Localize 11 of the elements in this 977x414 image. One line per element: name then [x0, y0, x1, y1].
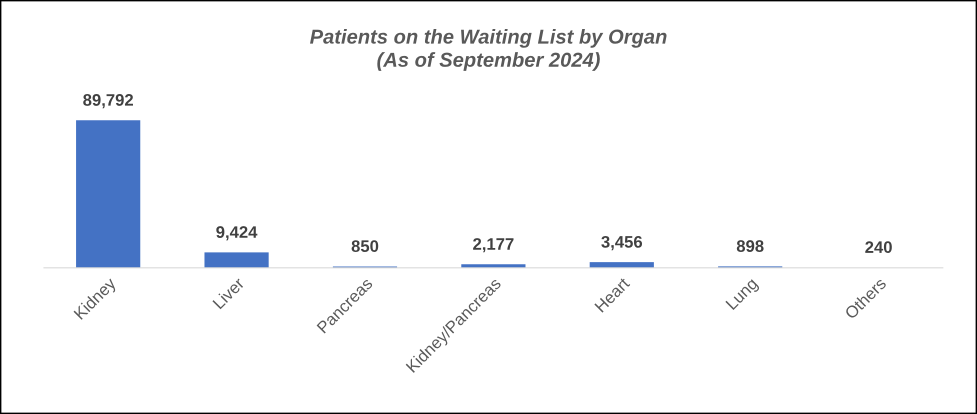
data-label: 2,177	[473, 238, 514, 252]
data-label: 850	[352, 240, 378, 252]
bar	[590, 262, 654, 268]
data-label: 898	[736, 240, 764, 252]
bar	[76, 120, 140, 268]
data-label: 89,792	[83, 94, 133, 108]
bar	[204, 252, 269, 268]
data-label: 3,456	[601, 236, 642, 250]
data-label: 240	[865, 241, 892, 254]
data-label: 9,424	[216, 226, 258, 240]
chart-title: Patients on the Waiting List by Organ (As of September 2024)	[310, 28, 667, 71]
